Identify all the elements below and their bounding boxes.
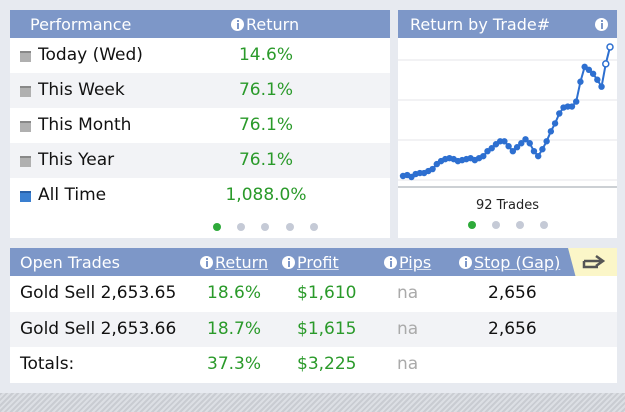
info-icon[interactable]	[231, 18, 244, 31]
row-label: All Time	[38, 185, 107, 205]
trade-point[interactable]	[551, 120, 559, 127]
trade-cell: $3,225	[297, 354, 357, 374]
page-dot[interactable]	[310, 223, 318, 231]
trade-point[interactable]	[530, 147, 538, 155]
performance-row: Today (Wed) 14.6%	[10, 38, 390, 73]
trade-cell: 2,656	[488, 283, 537, 303]
performance-row: This Week 76.1%	[10, 73, 390, 108]
trade-point[interactable]	[429, 165, 436, 173]
return-line	[402, 46, 611, 179]
chart-grid	[398, 59, 617, 181]
row-value: 76.1%	[238, 115, 293, 135]
page-dot[interactable]	[286, 223, 294, 231]
page-dot[interactable]	[492, 221, 500, 229]
info-icon[interactable]	[384, 256, 397, 269]
trade-cell: Totals:	[20, 354, 75, 374]
trade-point[interactable]	[526, 140, 533, 147]
trade-point[interactable]	[598, 83, 605, 90]
trade-row: Gold Sell 2,653.66 18.7% $1,615 na 2,656	[10, 311, 617, 347]
trade-cell: na	[397, 283, 419, 303]
page-dot[interactable]	[540, 221, 548, 229]
trade-cell: 18.7%	[207, 318, 262, 339]
trade-row: Gold Sell 2,653.65 18.6% $1,610 na 2,656	[10, 276, 617, 312]
row-label: Today (Wed)	[38, 45, 143, 65]
trade-point[interactable]	[594, 76, 601, 83]
info-icon[interactable]	[282, 256, 295, 269]
column-header[interactable]: Return	[215, 253, 269, 272]
performance-header: Performance Return	[10, 10, 390, 38]
performance-row: This Year 76.1%	[10, 143, 390, 178]
row-icon	[20, 156, 31, 167]
column-header[interactable]: Stop (Gap)	[474, 253, 561, 272]
row-icon	[20, 86, 31, 97]
trade-point[interactable]	[543, 138, 550, 145]
trade-point[interactable]	[534, 152, 542, 160]
expand-button[interactable]	[562, 248, 617, 278]
page-dot[interactable]	[261, 223, 269, 231]
trade-point[interactable]	[505, 143, 512, 150]
trade-point[interactable]	[513, 144, 521, 151]
trade-cell: na	[397, 318, 419, 339]
trade-cell: 18.6%	[207, 283, 262, 303]
row-value: 1,088.0%	[225, 185, 307, 205]
trade-point[interactable]	[606, 43, 614, 51]
return-header: Return	[246, 15, 300, 34]
trade-point[interactable]	[547, 128, 555, 135]
return-chart	[398, 43, 617, 188]
info-icon[interactable]	[595, 18, 608, 31]
trade-point[interactable]	[480, 152, 487, 160]
performance-row: All Time 1,088.0%	[10, 178, 390, 213]
row-icon	[20, 191, 31, 202]
page-dot[interactable]	[516, 221, 524, 229]
trade-point[interactable]	[585, 66, 593, 74]
row-icon	[20, 121, 31, 132]
performance-title: Performance	[30, 15, 132, 34]
page-dot[interactable]	[468, 221, 476, 229]
footer-strip	[0, 393, 625, 412]
trade-point[interactable]	[577, 78, 584, 85]
trade-point[interactable]	[539, 146, 546, 153]
column-header: Open Trades	[20, 253, 120, 272]
info-icon[interactable]	[200, 256, 213, 269]
open-trades-panel: Open Trades Return Profit Pips Stop (Gap) Go…	[10, 248, 617, 383]
row-label: This Year	[38, 150, 115, 170]
trade-cell: Gold Sell 2,653.66	[20, 318, 177, 339]
trade-cell: na	[397, 354, 419, 374]
row-icon	[20, 51, 31, 62]
trade-row: Totals: 37.3% $3,225 na	[10, 347, 617, 383]
chart-header: Return by Trade#	[398, 10, 617, 38]
row-value: 76.1%	[238, 150, 293, 170]
info-icon[interactable]	[459, 256, 472, 269]
trade-point[interactable]	[568, 103, 576, 110]
trade-cell: $1,610	[297, 283, 357, 303]
trade-point[interactable]	[602, 60, 610, 68]
page-dot[interactable]	[213, 223, 221, 231]
chart-title: Return by Trade#	[410, 15, 551, 34]
trade-point[interactable]	[573, 98, 580, 105]
column-header[interactable]: Pips	[399, 253, 432, 272]
trade-cell: $1,615	[297, 318, 357, 339]
trade-cell: 37.3%	[207, 354, 262, 374]
row-label: This Month	[38, 115, 132, 135]
chart-panel: Return by Trade# 92 Trades	[398, 10, 617, 238]
row-value: 76.1%	[238, 80, 293, 100]
performance-row: This Month 76.1%	[10, 108, 390, 143]
row-value: 14.6%	[238, 45, 293, 65]
performance-panel: Performance Return Today (Wed) 14.6% This …	[10, 10, 390, 238]
open-trades-header: Open Trades Return Profit Pips Stop (Gap)	[10, 248, 617, 276]
column-header[interactable]: Profit	[297, 253, 339, 272]
trade-point[interactable]	[509, 147, 517, 155]
trade-point[interactable]	[501, 138, 508, 145]
trade-cell: 2,656	[488, 318, 537, 339]
chart-caption: 92 Trades	[475, 198, 540, 213]
trade-point[interactable]	[518, 140, 525, 147]
trade-point[interactable]	[556, 110, 563, 117]
row-label: This Week	[38, 80, 125, 100]
page-dot[interactable]	[237, 223, 245, 231]
trade-point[interactable]	[522, 136, 529, 143]
trade-point[interactable]	[488, 145, 495, 152]
trade-point[interactable]	[589, 70, 597, 77]
trade-cell: Gold Sell 2,653.65	[20, 283, 177, 303]
